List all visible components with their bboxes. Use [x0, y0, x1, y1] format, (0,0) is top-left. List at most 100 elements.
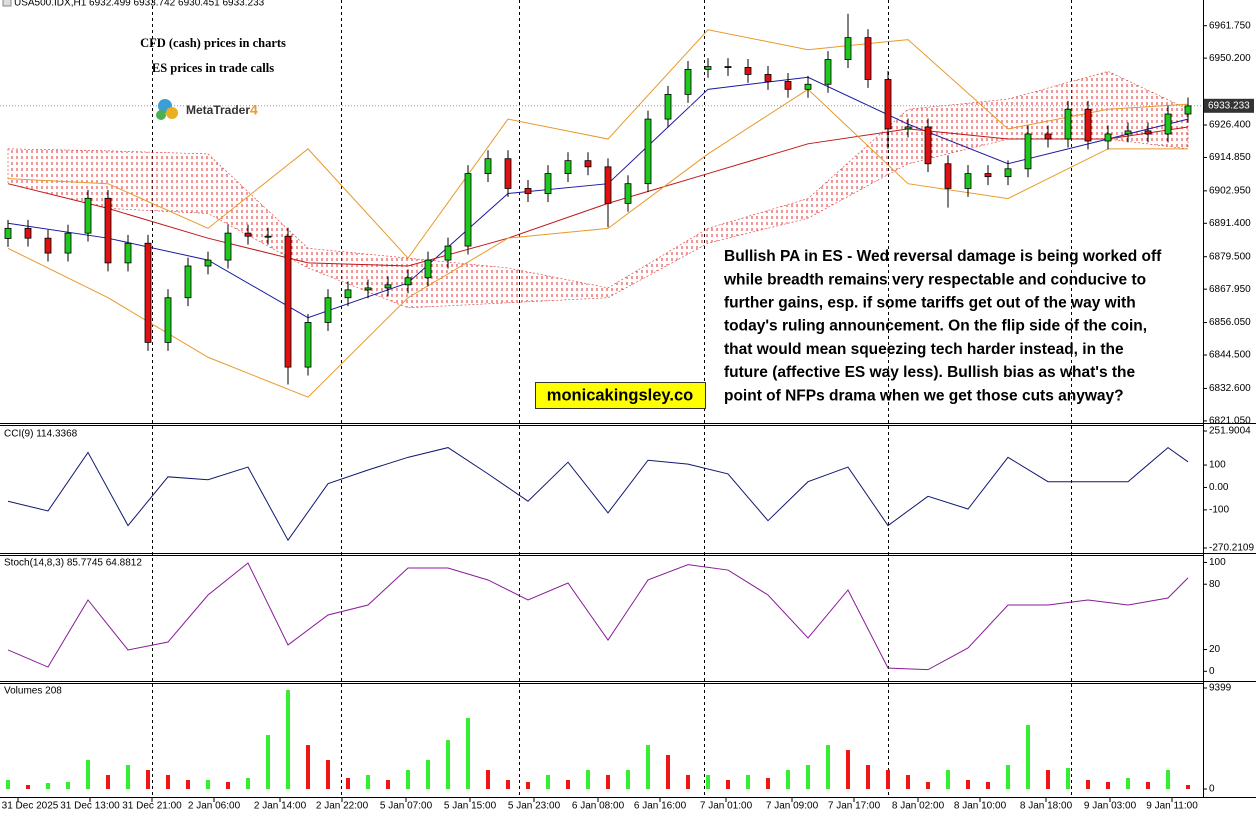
y-tick-label: 6914.850: [1209, 152, 1251, 163]
candle-body: [984, 173, 992, 178]
volume-bar: [1126, 778, 1130, 789]
note-line: future (affective ES way less). Bullish …: [724, 364, 1136, 381]
note-line: Bullish PA in ES - Wed reversal damage i…: [724, 248, 1162, 265]
note-line: today's ruling announcement. On the flip…: [724, 318, 1147, 335]
overlay-line: [7, 29, 1189, 259]
volume-bar: [726, 780, 730, 789]
header: USA500.IDX,H1 6932.499 6933.742 6930.451…: [14, 0, 265, 9]
volume-bar: [966, 780, 970, 789]
candle-body: [544, 173, 552, 194]
y-tick-label: 6891.400: [1209, 218, 1251, 229]
candle-body: [844, 37, 852, 60]
volume-bar: [546, 775, 550, 789]
volume-bar: [1146, 782, 1150, 789]
x-tick-label: 8 Jan 02:00: [892, 801, 945, 812]
volume-bar: [986, 782, 990, 789]
volume-bar: [1186, 785, 1190, 789]
candle-body: [344, 289, 352, 299]
y-tick-label: 0: [1209, 666, 1215, 677]
x-tick-label: 2 Jan 06:00: [188, 801, 241, 812]
candle-body: [784, 81, 792, 90]
y-tick-label: 6926.400: [1209, 120, 1251, 131]
candle-body: [204, 259, 212, 267]
candle-body: [324, 297, 332, 323]
header-icon: [2, 0, 12, 7]
y-tick-label: 251.9004: [1209, 426, 1251, 437]
candle-body: [764, 74, 772, 82]
note-line: while breadth remains very respectable a…: [723, 271, 1146, 288]
volume-bar: [1086, 780, 1090, 789]
y-tick-label: 6950.200: [1209, 53, 1251, 64]
x-tick-label: 6 Jan 16:00: [634, 801, 687, 812]
y-tick-label: -270.2109: [1209, 543, 1254, 554]
volume-bar: [846, 750, 850, 789]
volume-bar: [366, 775, 370, 789]
candle-body: [1024, 133, 1032, 170]
candle-body: [1064, 108, 1072, 140]
volume-bar: [506, 780, 510, 789]
volume-bar: [266, 735, 270, 789]
volume-bar: [246, 778, 250, 789]
candle-body: [1044, 133, 1052, 140]
volume-bar: [1046, 770, 1050, 789]
plot-layer: 6961.750 6950.200 6926.400 6914.850 6902.950…: [0, 13, 1254, 812]
volume-bar: [526, 782, 530, 789]
volume-bar: [706, 775, 710, 789]
note-line: further gains, esp. if some tariffs get …: [724, 294, 1136, 311]
y-tick-label: 6879.500: [1209, 251, 1251, 262]
y-tick-label: 6902.950: [1209, 185, 1251, 196]
candle-body: [744, 67, 752, 75]
candle-body: [684, 68, 692, 95]
candle-body: [164, 297, 172, 343]
volume-bar: [306, 745, 310, 789]
logo-text: MetaTrader: [186, 103, 250, 117]
candle-body: [184, 265, 192, 299]
volume-bar: [646, 745, 650, 789]
candle-body: [564, 160, 572, 174]
indicator-line: [7, 562, 1189, 671]
volume-bar: [466, 718, 470, 789]
x-tick-label: 31 Dec 2025: [2, 801, 59, 812]
y-tick-label: 6832.600: [1209, 383, 1251, 394]
candle-body: [864, 37, 872, 80]
candle-body: [104, 197, 112, 264]
candle-body: [964, 173, 972, 189]
candle-body: [624, 183, 632, 204]
note-line: that would mean squeezing tech harder in…: [724, 341, 1124, 358]
x-tick-label: 31 Dec 21:00: [122, 801, 182, 812]
y-tick-label: 9399: [1209, 683, 1232, 694]
volume-bar: [66, 782, 70, 789]
volume-bar: [686, 775, 690, 789]
volume-title: Volumes 208: [4, 686, 62, 697]
volume-bar: [1026, 725, 1030, 789]
volume-bar: [1166, 770, 1170, 789]
x-tick-label: 9 Jan 11:00: [1146, 801, 1198, 812]
volume-bar: [606, 775, 610, 789]
volume-bar: [886, 770, 890, 789]
candle-body: [424, 259, 432, 279]
candle-body: [284, 235, 292, 368]
volume-bar: [106, 775, 110, 789]
candle-body: [904, 126, 912, 130]
volume-bar: [166, 775, 170, 789]
volume-bar: [86, 760, 90, 789]
badge-box: [535, 382, 706, 409]
candle-body: [364, 287, 372, 291]
candle-body: [484, 158, 492, 174]
candle-body: [1004, 168, 1012, 178]
cci-title: CCI(9) 114.3368: [4, 429, 78, 440]
y-tick-label: 100: [1209, 557, 1226, 568]
last-price-box: [1204, 98, 1254, 113]
x-tick-label: 5 Jan 23:00: [508, 801, 561, 812]
candle-body: [404, 277, 412, 286]
candle-body: [24, 227, 32, 239]
box-line: CFD (cash) prices in charts: [140, 36, 286, 50]
overlay-line: [7, 88, 1188, 398]
candle-body: [44, 237, 52, 254]
x-tick-label: 31 Dec 13:00: [60, 801, 120, 812]
candle-body: [444, 245, 452, 261]
x-tick-label: 5 Jan 15:00: [444, 801, 497, 812]
indicator-line: [7, 446, 1189, 542]
volume-bar: [786, 770, 790, 789]
candle-body: [224, 232, 232, 261]
